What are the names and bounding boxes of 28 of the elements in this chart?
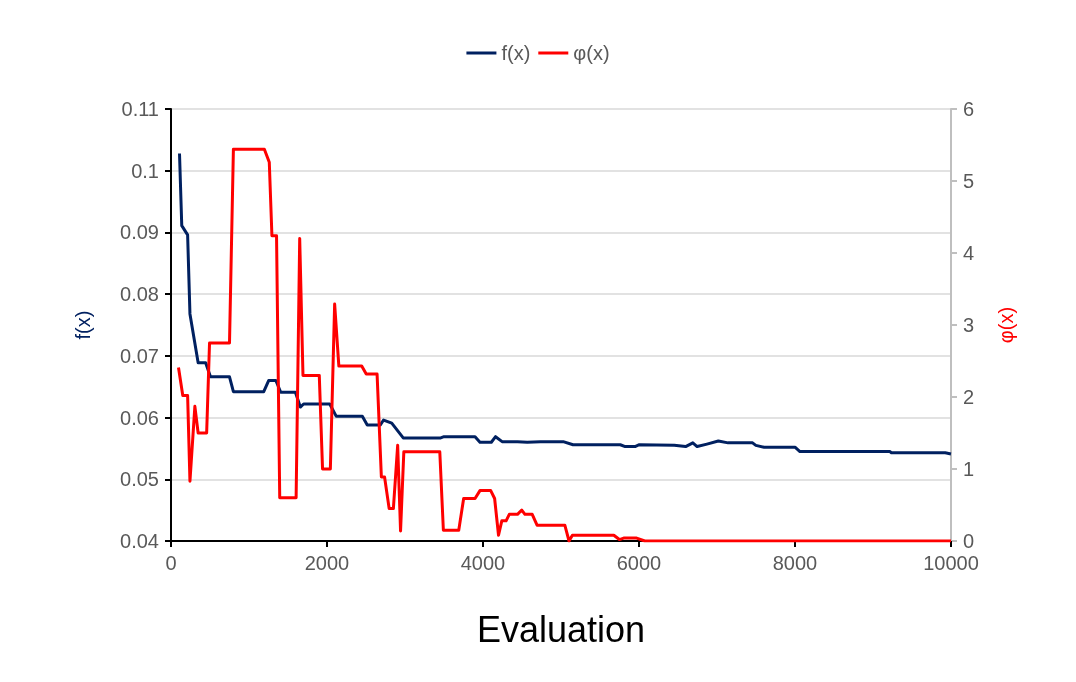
y2-tick-label: 0 (963, 530, 975, 552)
y2-tick-label: 2 (963, 386, 975, 408)
x-tick-label: 8000 (772, 552, 818, 574)
x-axis-title: Evaluation (476, 608, 646, 650)
y-tick-label: 0.09 (120, 221, 159, 244)
x-tick-label: 2000 (304, 552, 350, 574)
x-tick-label: 4000 (460, 552, 506, 574)
y2-tick-label: 3 (963, 314, 975, 336)
y2-tick-label: 1 (963, 458, 975, 480)
x-tick-label: 10000 (923, 552, 979, 574)
x-tick-label: 6000 (616, 552, 662, 574)
y-tick-label: 0.1 (131, 159, 159, 182)
line-series (178, 151, 953, 456)
y2-tick-label: 5 (963, 170, 975, 192)
y-tick-label: 0.04 (120, 530, 159, 552)
y2-tick-label: 6 (963, 98, 975, 120)
legend-label: f(x) (501, 42, 531, 64)
y-axis-title: f(x) (72, 310, 94, 340)
y-tick-label: 0.05 (120, 468, 159, 491)
line-series (176, 147, 953, 543)
y2-axis-title: φ(x) (995, 306, 1017, 344)
y2-tick-label: 4 (963, 242, 975, 264)
x-tick-label: 0 (165, 552, 177, 574)
y-tick-label: 0.08 (120, 283, 159, 306)
y-tick-label: 0.11 (121, 98, 159, 120)
y-tick-label: 0.07 (120, 344, 159, 367)
y-tick-label: 0.06 (120, 406, 159, 429)
legend-label: φ(x) (573, 42, 610, 64)
